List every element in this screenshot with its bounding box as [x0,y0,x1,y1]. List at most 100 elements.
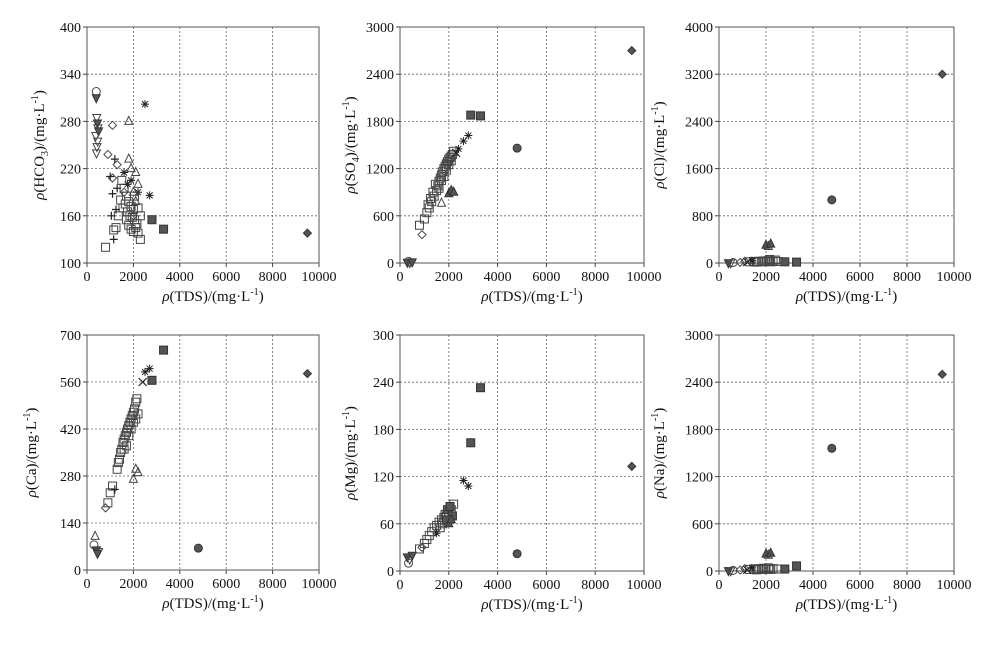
data-point-square [114,454,124,464]
y-tick-label: 600 [692,518,713,533]
x-axis-label: ρ(TDS)/(mg·L-1) [795,287,897,305]
plot-frame [86,26,320,264]
y-tick-label: 3000 [366,21,394,36]
y-axis-label: ρ(SO4)/(mg·L-1) [341,96,362,194]
data-point-square [447,149,457,159]
data-point-square [133,409,143,419]
data-point-square [476,383,486,393]
data-point-tridown [407,551,418,562]
data-point-square [109,225,119,235]
data-point-diamond [417,542,427,553]
data-point-star [464,131,473,140]
y-tick-label: 1200 [685,471,713,486]
data-point-tridown [407,258,418,268]
data-point-square [118,437,128,447]
y-tick-label: 100 [60,257,81,272]
data-point-square [429,523,439,533]
data-point-square [131,397,141,407]
data-point-triangle [128,186,139,196]
x-tick-label: 4000 [166,577,194,592]
data-point-tridown [93,127,104,137]
data-point-star [141,367,149,376]
data-point-square [126,424,136,434]
data-point-plus [112,205,120,214]
y-tick-label: 800 [692,210,713,225]
data-point-square [159,345,169,355]
y-tick-label: 3000 [685,329,713,344]
data-point-square [761,564,771,574]
y-tick-label: 0 [387,257,394,272]
data-point-square [415,544,425,554]
y-tick-label: 2400 [685,376,713,391]
data-point-diamond [100,503,111,513]
data-point-square [445,501,455,511]
x-tick-label: 4000 [799,270,827,285]
data-point-square [766,257,776,267]
data-point-square [117,175,127,185]
data-point-triangle [133,466,143,477]
data-point-square [128,417,138,427]
y-tick-label: 340 [60,68,81,83]
y-tick-label: 1800 [366,115,394,130]
data-point-square [108,481,118,491]
x-tick-label: 8000 [581,270,609,285]
data-points [402,45,637,269]
data-point-square [752,257,762,267]
y-tick-label: 160 [60,210,81,225]
data-point-plus [107,211,116,220]
data-point-circle [827,195,837,205]
x-tick-label: 6000 [212,270,240,285]
x-axis-label: ρ(TDS)/(mg·L-1) [161,287,263,305]
data-point-diamond [107,120,118,131]
data-point-square [759,256,769,266]
data-point-star [123,180,132,189]
x-tick-label: 4000 [484,578,512,593]
data-point-square [126,414,136,424]
x-tick-label: 8000 [893,578,921,593]
data-point-triangle [130,195,141,206]
x-tick-label: 6000 [212,577,240,592]
data-point-square [147,375,157,385]
y-tick-label: 240 [373,376,394,391]
data-point-triangle [448,186,459,196]
data-point-square [103,498,113,508]
y-tick-label: 140 [60,517,81,532]
x-tick-label: 10000 [937,578,972,593]
y-tick-label: 0 [74,564,81,579]
data-point-square [466,438,476,448]
x-tick-label: 2000 [119,577,147,592]
x-axis-label: ρ(TDS)/(mg·L-1) [161,594,263,612]
data-point-tridown [91,94,102,104]
x-axis-label: ρ(TDS)/(mg·L-1) [480,287,582,305]
data-point-tridown [91,132,101,142]
x-tick-label: 0 [84,270,91,285]
data-point-triangle [123,115,134,125]
scatter-panel-cl: 0 2000 4000 6000 8000 10000 0 800 1600 2400 3200 40… [650,21,972,305]
data-point-square [124,421,134,431]
x-tick-label: 6000 [532,578,560,593]
data-point-square [159,224,169,234]
x-tick-label: 4000 [166,270,194,285]
plot-frame [718,334,955,572]
data-point-square [131,414,141,424]
data-point-diamond [937,69,947,79]
data-point-diamond [735,257,745,268]
data-point-tridown [91,113,102,124]
data-point-plus [110,485,119,494]
data-point-triangle [128,473,139,483]
data-point-tridown [91,149,102,159]
data-point-square [754,256,764,266]
data-point-square [113,458,123,468]
x-tick-label: 6000 [846,270,874,285]
data-point-square [765,254,775,264]
y-tick-label: 220 [60,163,81,178]
y-tick-label: 1800 [685,423,713,438]
data-point-diamond [128,211,139,221]
data-point-square [436,170,446,180]
data-point-star [747,563,756,572]
data-point-plus [110,155,119,164]
data-points [89,345,313,560]
x-tick-label: 0 [716,270,723,285]
